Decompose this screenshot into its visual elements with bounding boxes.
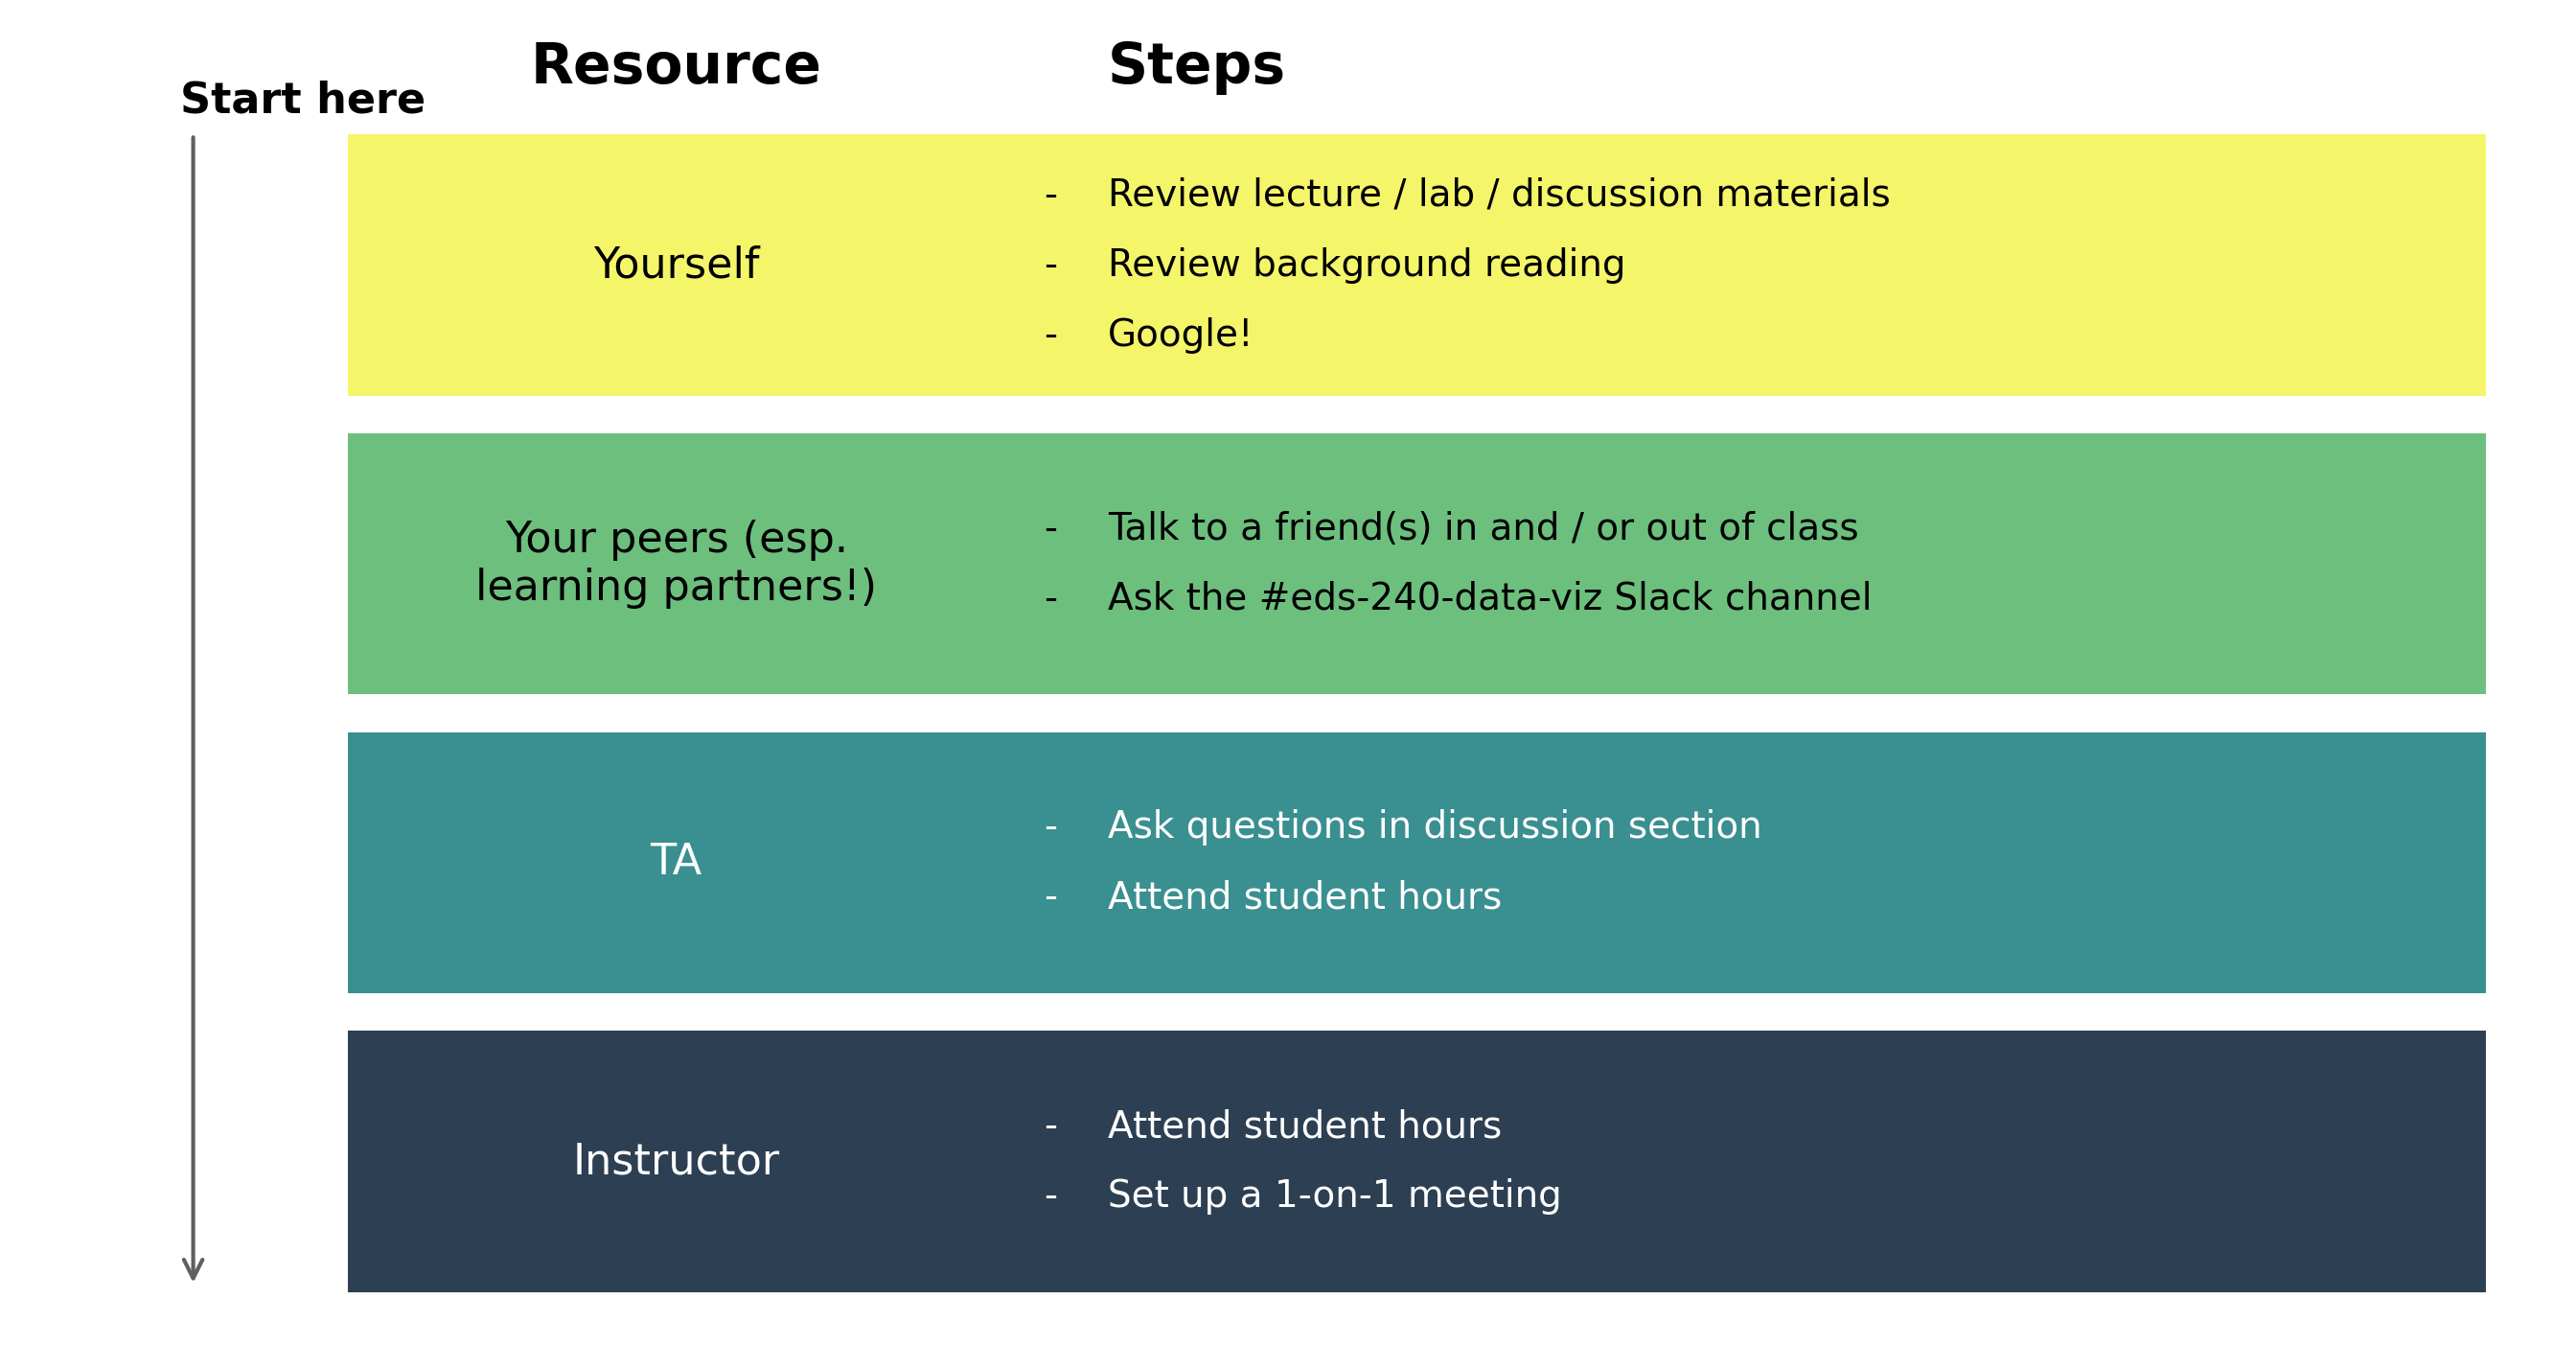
Text: Attend student hours: Attend student hours xyxy=(1108,879,1502,917)
Text: -: - xyxy=(1043,316,1056,354)
Text: Set up a 1-on-1 meeting: Set up a 1-on-1 meeting xyxy=(1108,1178,1561,1215)
Text: Instructor: Instructor xyxy=(572,1141,781,1182)
Text: -: - xyxy=(1043,510,1056,548)
Text: Talk to a friend(s) in and / or out of class: Talk to a friend(s) in and / or out of c… xyxy=(1108,510,1860,548)
Text: Steps: Steps xyxy=(1108,40,1285,94)
Text: Start here: Start here xyxy=(180,79,425,121)
Text: -: - xyxy=(1043,809,1056,847)
Text: -: - xyxy=(1043,246,1056,284)
Text: Resource: Resource xyxy=(531,40,822,94)
Text: Your peers (esp.
learning partners!): Your peers (esp. learning partners!) xyxy=(477,520,876,608)
Bar xyxy=(348,433,2486,695)
Text: -: - xyxy=(1043,879,1056,917)
Text: Yourself: Yourself xyxy=(592,245,760,285)
Text: -: - xyxy=(1043,1108,1056,1145)
Bar xyxy=(348,732,2486,993)
Text: Google!: Google! xyxy=(1108,316,1255,354)
Bar xyxy=(348,1031,2486,1292)
Bar xyxy=(348,135,2486,396)
Text: Ask questions in discussion section: Ask questions in discussion section xyxy=(1108,809,1762,847)
Text: Review lecture / lab / discussion materials: Review lecture / lab / discussion materi… xyxy=(1108,176,1891,214)
Text: -: - xyxy=(1043,580,1056,618)
Text: Ask the #eds-240-data-viz Slack channel: Ask the #eds-240-data-viz Slack channel xyxy=(1108,580,1873,618)
Text: TA: TA xyxy=(649,843,703,883)
Text: -: - xyxy=(1043,176,1056,214)
Text: Attend student hours: Attend student hours xyxy=(1108,1108,1502,1145)
Text: Review background reading: Review background reading xyxy=(1108,246,1625,284)
Text: -: - xyxy=(1043,1178,1056,1215)
